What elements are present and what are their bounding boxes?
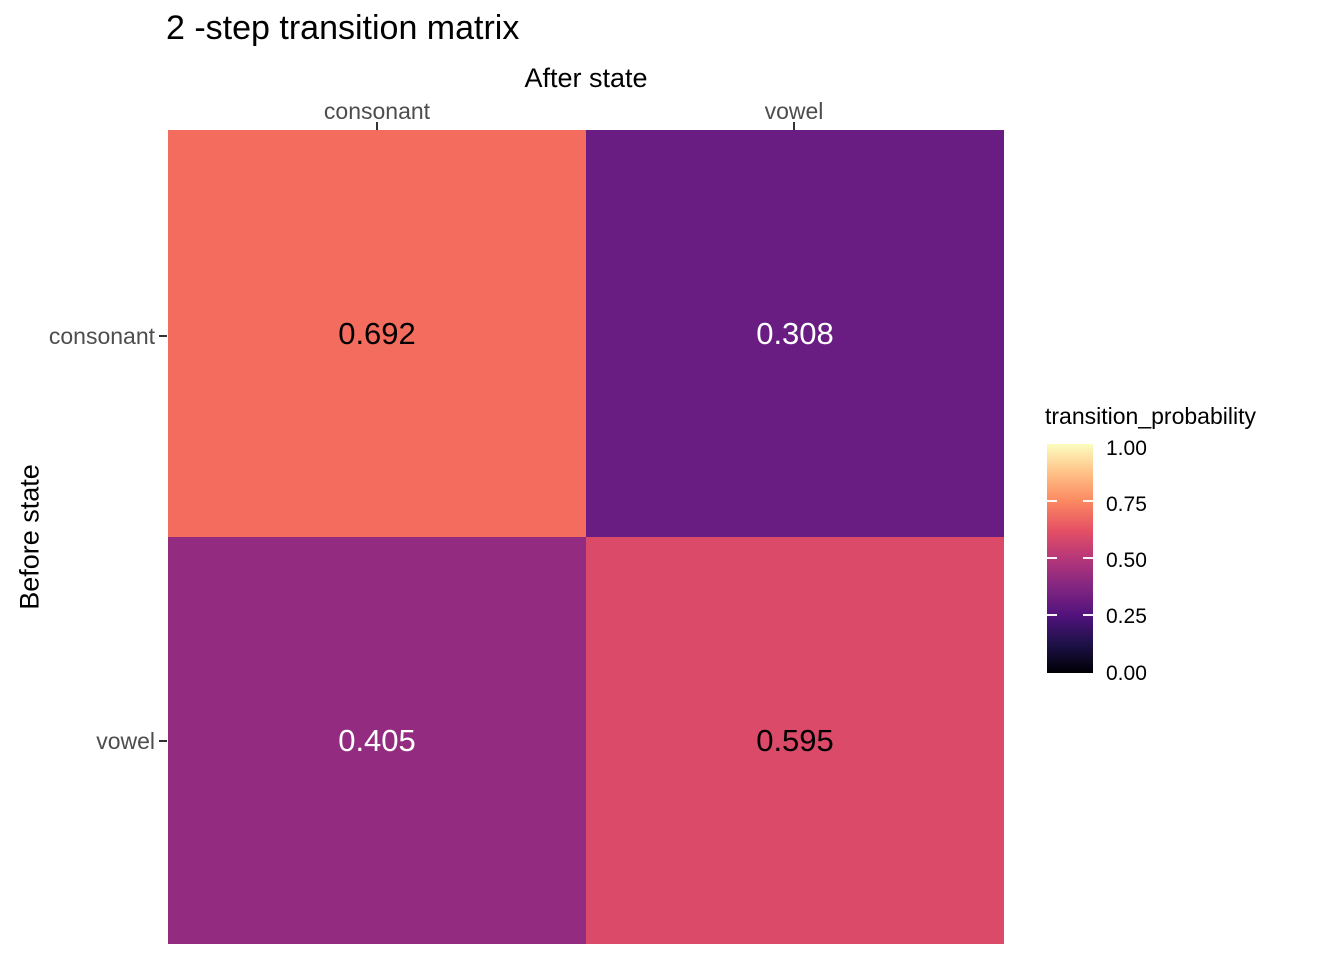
heatmap-grid: 0.692 0.308 0.405 0.595 — [168, 130, 1004, 944]
x-tick-label-consonant: consonant — [323, 98, 431, 124]
legend-tick-label: 0.00 — [1106, 662, 1147, 685]
x-tick-mark — [376, 122, 378, 130]
cell-value-label: 0.308 — [756, 315, 834, 351]
cell-value-label: 0.595 — [756, 722, 834, 758]
y-tick-mark — [159, 335, 167, 337]
x-tick-label-vowel: vowel — [764, 98, 824, 124]
y-tick-mark — [159, 740, 167, 742]
heatmap-cell-vowel-vowel: 0.595 — [586, 537, 1004, 944]
colorbar-tick — [1083, 557, 1093, 559]
legend-tick-label: 0.25 — [1106, 605, 1147, 628]
legend-tick-label: 0.75 — [1106, 493, 1147, 516]
legend-tick-label: 1.00 — [1106, 437, 1147, 460]
y-tick-label-vowel: vowel — [96, 728, 155, 754]
x-axis-title: After state — [524, 63, 648, 93]
legend-colorbar — [1047, 444, 1093, 673]
y-axis-title: Before state — [14, 464, 45, 610]
y-tick-label-consonant: consonant — [48, 323, 155, 349]
heatmap-cell-vowel-consonant: 0.405 — [168, 537, 586, 944]
legend-title: transition_probability — [1045, 403, 1256, 429]
colorbar-tick — [1083, 614, 1093, 616]
cell-value-label: 0.405 — [338, 722, 416, 758]
colorbar-tick — [1047, 614, 1057, 616]
cell-value-label: 0.692 — [338, 315, 416, 351]
heatmap-cell-consonant-consonant: 0.692 — [168, 130, 586, 537]
legend-tick-label: 0.50 — [1106, 549, 1147, 572]
colorbar-tick — [1047, 557, 1057, 559]
x-tick-mark — [793, 122, 795, 130]
plot-title: 2 -step transition matrix — [166, 9, 520, 47]
heatmap-cell-consonant-vowel: 0.308 — [586, 130, 1004, 537]
colorbar-tick — [1047, 500, 1057, 502]
colorbar-tick — [1083, 500, 1093, 502]
